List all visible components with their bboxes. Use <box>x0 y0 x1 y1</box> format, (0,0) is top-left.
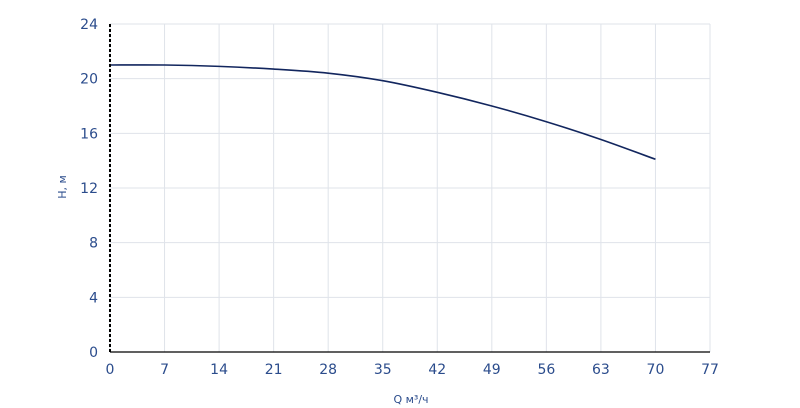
x-tick-label-9: 63 <box>592 362 610 378</box>
x-tick-label-10: 70 <box>647 362 665 378</box>
axes <box>109 24 710 353</box>
x-tick-label-0: 0 <box>106 362 115 378</box>
y-tick-label-3: 12 <box>80 181 98 197</box>
x-tick-label-3: 21 <box>265 362 283 378</box>
y-tick-label-5: 20 <box>80 72 98 88</box>
y-tick-label-6: 24 <box>80 17 98 33</box>
x-tick-label-7: 49 <box>483 362 501 378</box>
y-tick-label-4: 16 <box>80 126 98 142</box>
y-axis-title: H, м <box>56 175 69 199</box>
x-axis-title: Q м³/ч <box>393 393 428 406</box>
x-tick-label-4: 28 <box>319 362 337 378</box>
x-tick-label-6: 42 <box>428 362 446 378</box>
x-tick-label-8: 56 <box>537 362 555 378</box>
series-group <box>109 64 656 161</box>
x-tick-label-11: 77 <box>701 362 719 378</box>
x-tick-label-5: 35 <box>374 362 392 378</box>
series-line-0 <box>109 64 656 161</box>
y-tick-label-0: 0 <box>89 345 98 361</box>
grid <box>109 23 711 353</box>
x-tick-label-1: 7 <box>160 362 169 378</box>
tick-labels: 0 7 14 21 28 35 42 49 56 63 70 77 0 4 8 12 16 20 24 <box>80 17 719 378</box>
x-tick-label-2: 14 <box>210 362 228 378</box>
y-tick-label-1: 4 <box>89 290 98 306</box>
y-tick-label-2: 8 <box>89 236 98 252</box>
